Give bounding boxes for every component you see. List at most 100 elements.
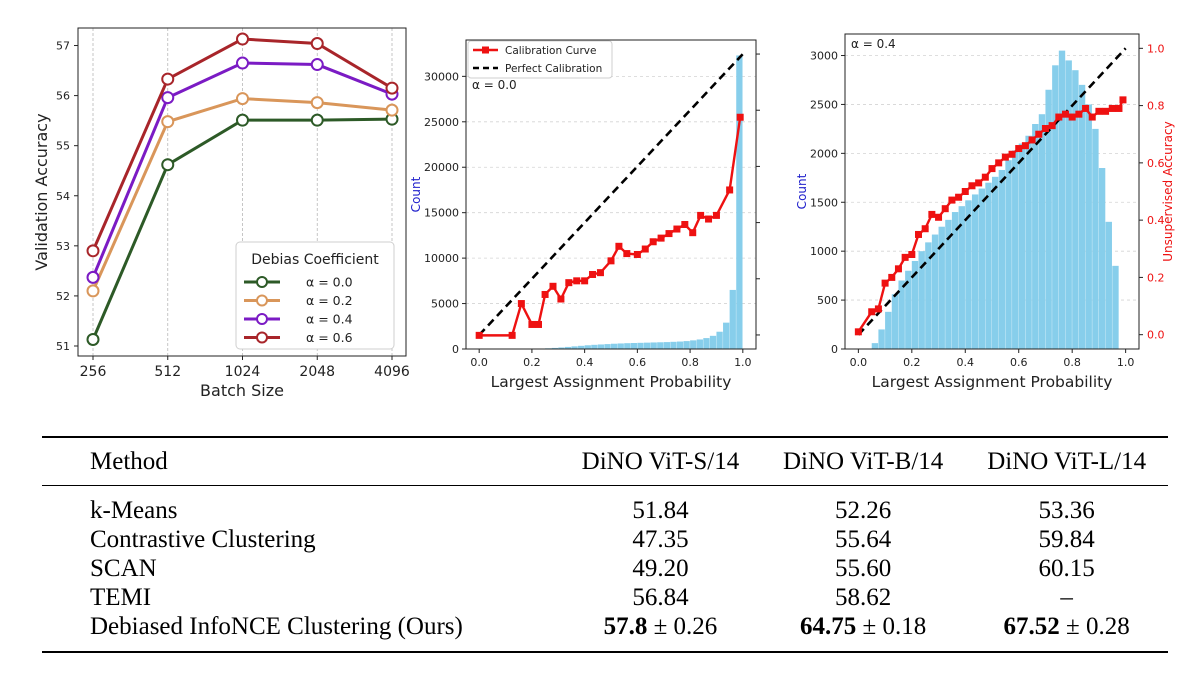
cell-value: 56.84 <box>632 583 689 611</box>
x-tick-label: 0.4 <box>957 356 975 369</box>
histogram-bar <box>1005 160 1012 349</box>
calibration-point <box>1115 104 1123 112</box>
histogram-bar <box>709 335 717 349</box>
calibration-point <box>528 320 536 328</box>
cell-value: 67.52 <box>1003 612 1060 640</box>
histogram-bar <box>630 343 638 349</box>
calibration-point <box>705 215 713 223</box>
calibration-point <box>1095 107 1103 115</box>
calibration-point <box>868 308 876 316</box>
cell-value: 55.64 <box>834 525 892 553</box>
alpha-annotation: α = 0.0 <box>472 78 517 92</box>
cell-value: 57.8 <box>603 612 648 640</box>
calibration-point <box>935 213 943 221</box>
calibration-point <box>615 242 623 250</box>
y-tick-label: 54 <box>56 190 70 203</box>
calibration-point <box>995 159 1003 167</box>
cell-vit-s: 49.20 <box>560 554 761 583</box>
plot-frame <box>844 33 1140 350</box>
data-point <box>385 103 399 117</box>
cell-value: 51.84 <box>632 496 689 524</box>
histogram-bar <box>951 212 959 349</box>
cell-value: 58.62 <box>834 583 892 611</box>
x-tick-label: 0.0 <box>850 356 868 369</box>
calibration-point <box>581 277 589 285</box>
histogram-bar <box>945 219 952 349</box>
x-tick-label: 0.4 <box>576 356 594 369</box>
data-point <box>236 92 249 106</box>
legend-label: α = 0.4 <box>306 312 353 327</box>
legend: Debias Coefficient α = 0.0 α = 0.2 α = 0.4 α… <box>235 241 395 350</box>
histogram-bar <box>891 294 899 349</box>
calibration-point <box>981 173 989 181</box>
y2-tick-label: 0.2 <box>1147 271 1165 284</box>
y-tick-label: 56 <box>56 90 70 103</box>
cell-value: 47.35 <box>632 525 689 553</box>
y-tick-label: 500 <box>817 294 838 307</box>
calibration-point <box>1055 113 1063 121</box>
y-tick-label: 2500 <box>810 98 838 111</box>
calibration-point <box>928 210 936 218</box>
calibration-point <box>961 188 969 195</box>
cell-value: 49.20 <box>632 554 689 582</box>
y-tick-label: 15000 <box>424 207 459 220</box>
y2-tick-label: 0.0 <box>1147 329 1165 342</box>
histogram-bar <box>878 329 885 349</box>
cell-vit-b: 55.64 <box>761 525 965 554</box>
legend-box <box>235 241 395 350</box>
calibration-point <box>1119 96 1127 104</box>
x-tick-label: 1024 <box>225 364 261 380</box>
histogram-bar <box>723 322 730 349</box>
legend-swatch-marker <box>482 46 489 54</box>
calibration-point <box>908 251 916 258</box>
histogram-bar <box>998 169 1006 349</box>
calibration-point <box>475 331 483 339</box>
x-tick-label: 4096 <box>374 364 410 380</box>
legend-swatch-marker <box>256 294 268 307</box>
histogram-bar <box>965 200 972 349</box>
calibration-point <box>549 282 557 290</box>
histogram-bar <box>938 226 945 349</box>
data-point <box>86 270 100 284</box>
calibration-point <box>681 220 689 228</box>
cell-value: – <box>1060 583 1073 611</box>
data-point <box>236 113 249 127</box>
calibration-point <box>508 331 516 339</box>
calibration-point <box>975 179 983 187</box>
legend-box <box>467 40 613 79</box>
header-method: Method <box>90 447 168 475</box>
cell-vit-s: 51.84 <box>560 486 761 526</box>
cell-vit-s: 56.84 <box>560 583 761 612</box>
legend-swatch-marker <box>256 276 268 288</box>
histogram-bar <box>650 342 657 349</box>
histogram-bar <box>885 311 892 349</box>
histogram-bar <box>1058 50 1066 350</box>
cell-vit-b: 52.26 <box>761 486 965 526</box>
y-tick-label: 1000 <box>810 245 838 258</box>
calibration-point <box>1028 136 1036 144</box>
header-vit-b: DiNO ViT-B/14 <box>782 447 944 475</box>
cell-vit-s: 47.35 <box>560 525 761 554</box>
y-tick-label: 2000 <box>810 147 838 160</box>
x-axis-label: Batch Size <box>200 381 284 400</box>
calibration-point <box>1082 104 1090 112</box>
calibration-point <box>1048 122 1056 130</box>
y-tick-label: 0 <box>831 343 838 356</box>
y-tick-label: 3000 <box>810 50 838 63</box>
histogram-bar <box>604 344 611 349</box>
calibration-point <box>726 186 734 194</box>
cell-value: 64.75 <box>800 612 857 640</box>
legend-label: α = 0.6 <box>306 330 353 345</box>
calibration-point <box>901 253 909 261</box>
calibration-point <box>565 279 573 287</box>
histogram-bar <box>663 342 671 349</box>
calibration-point <box>649 238 657 246</box>
y-tick-label: 0 <box>452 343 459 356</box>
histogram-bar <box>551 347 558 349</box>
histogram-bar <box>1112 265 1119 349</box>
data-point <box>161 72 175 86</box>
calibration-point <box>517 300 525 308</box>
y2-tick-label: 0.6 <box>1147 157 1165 170</box>
calibration-point <box>665 230 673 238</box>
cell-vit-b: 55.60 <box>761 554 965 583</box>
